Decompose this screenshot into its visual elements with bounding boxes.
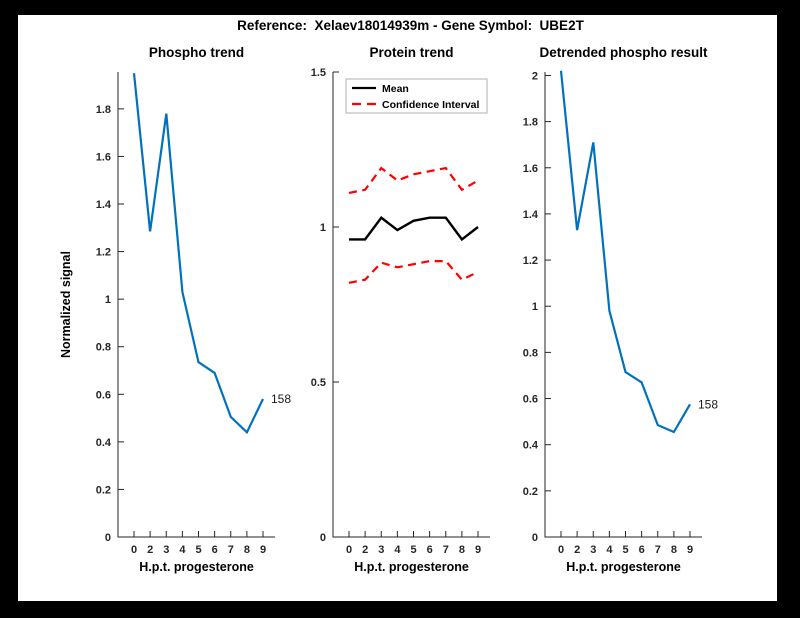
x-tick-label: 0 xyxy=(346,544,352,556)
x-axis-label: H.p.t. progesterone xyxy=(566,560,681,574)
x-tick-label: 4 xyxy=(394,544,401,556)
x-tick-label: 8 xyxy=(671,544,677,556)
x-axis-label: H.p.t. progesterone xyxy=(139,560,254,574)
x-tick-label: 6 xyxy=(212,544,218,556)
x-tick-label: 2 xyxy=(574,544,580,556)
x-tick-label: 7 xyxy=(655,544,661,556)
endpoint-annotation: 158 xyxy=(698,397,718,411)
y-tick-label: 0.6 xyxy=(523,394,538,406)
y-tick-label: 1 xyxy=(320,222,326,234)
x-tick-label: 3 xyxy=(163,544,169,556)
legend-label: Confidence Interval xyxy=(382,99,480,111)
x-tick-label: 4 xyxy=(179,544,186,556)
x-tick-label: 3 xyxy=(378,544,384,556)
y-tick-label: 0.2 xyxy=(523,486,538,498)
series-phospho-signal xyxy=(132,73,264,435)
y-tick-label: 1.4 xyxy=(523,209,539,221)
chart-svg: Detrended phospho result 0 0.2 0.4 0.6 0.8 1 1.… xyxy=(523,45,719,574)
x-tick-label: 7 xyxy=(228,544,234,556)
y-tick-label: 0.4 xyxy=(523,440,539,452)
series-detrended-phospho-signal xyxy=(559,70,691,434)
y-tick-label: 1.5 xyxy=(311,67,326,79)
subplot-phospho-trend: Phospho trend Normalized signal 0 0.2 0.4 0.6… xyxy=(48,27,345,589)
endpoint-annotation: 158 xyxy=(271,392,291,406)
y-tick-label: 0.2 xyxy=(96,484,111,496)
y-tick-label: 1.8 xyxy=(96,104,111,116)
y-tick-label: 2 xyxy=(532,70,538,82)
y-axis-label: Normalized signal xyxy=(59,251,73,358)
y-tick-label: 0 xyxy=(320,532,326,544)
y-tick-label: 0.8 xyxy=(96,342,111,354)
x-tick-label: 9 xyxy=(260,544,266,556)
x-tick-label: 5 xyxy=(410,544,416,556)
x-tick-label: 7 xyxy=(443,544,449,556)
y-tick-label: 1.2 xyxy=(523,255,538,267)
y-tick-label: 0.8 xyxy=(523,347,538,359)
x-tick-label: 4 xyxy=(606,544,613,556)
y-tick-label: 1.6 xyxy=(96,151,111,163)
chart-title: Phospho trend xyxy=(149,45,244,60)
x-tick-label: 0 xyxy=(131,544,137,556)
x-tick-label: 6 xyxy=(427,544,433,556)
x-tick-label: 9 xyxy=(475,544,481,556)
x-axis-label: H.p.t. progesterone xyxy=(354,560,469,574)
y-tick-label: 1.8 xyxy=(523,117,538,129)
y-tick-label: 0 xyxy=(532,532,538,544)
y-tick-label: 1 xyxy=(105,294,111,306)
legend-label: Mean xyxy=(382,83,409,95)
y-tick-label: 1.6 xyxy=(523,163,538,175)
y-tick-label: 1.4 xyxy=(96,199,112,211)
x-tick-label: 8 xyxy=(459,544,465,556)
x-tick-label: 6 xyxy=(639,544,645,556)
y-tick-label: 1.2 xyxy=(96,247,111,259)
subplot-detrended-phospho-result: Detrended phospho result 0 0.2 0.4 0.6 0.8 1 1.… xyxy=(475,27,772,589)
legend-box xyxy=(345,78,488,114)
x-tick-label: 2 xyxy=(362,544,368,556)
y-tick-label: 0 xyxy=(105,532,111,544)
figure-title: Reference: Xelaev18014939m - Gene Symbol… xyxy=(237,18,584,33)
figure-canvas: Reference: Xelaev18014939m - Gene Symbol… xyxy=(18,15,777,601)
x-tick-label: 9 xyxy=(687,544,693,556)
x-tick-label: 2 xyxy=(147,544,153,556)
x-tick-label: 0 xyxy=(558,544,564,556)
subplot-protein-trend: Protein trend 0 0.5 1 1.5 0 2 3 4 5 6 7 8 9 H.p.t. pro… xyxy=(263,27,560,589)
x-tick-label: 5 xyxy=(622,544,628,556)
series-confidence-interval-lower xyxy=(348,260,479,284)
series-mean xyxy=(349,216,479,242)
y-tick-label: 0.5 xyxy=(311,377,326,389)
x-tick-label: 8 xyxy=(244,544,250,556)
x-tick-label: 3 xyxy=(590,544,596,556)
y-tick-label: 0.6 xyxy=(96,389,111,401)
chart-svg: Phospho trend Normalized signal 0 0.2 0.4 0.6… xyxy=(59,45,291,574)
y-tick-label: 1 xyxy=(532,301,538,313)
chart-title: Detrended phospho result xyxy=(539,45,708,60)
series-confidence-interval-upper xyxy=(348,166,479,194)
chart-title: Protein trend xyxy=(369,45,453,60)
x-tick-label: 5 xyxy=(195,544,201,556)
y-tick-label: 0.4 xyxy=(96,437,112,449)
axis-lines xyxy=(332,72,490,538)
